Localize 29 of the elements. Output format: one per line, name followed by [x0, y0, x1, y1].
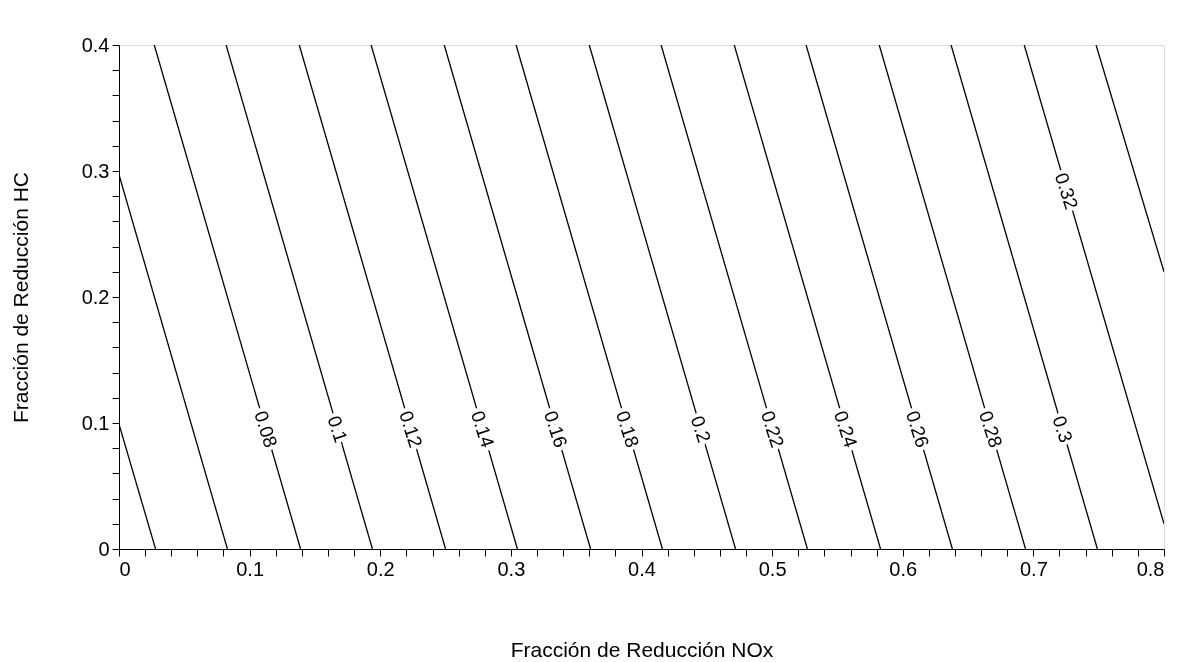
- annotation: 0.28: [975, 408, 1007, 450]
- x-axis-title: Fracción de Reducción NOx: [510, 637, 774, 661]
- x-tick-label: 0.1: [236, 557, 265, 580]
- y-tick-label: 0.2: [81, 285, 110, 308]
- y-tick-label: 0: [98, 537, 110, 560]
- x-tick-label: 0.5: [758, 557, 787, 580]
- x-tick-label: 0: [119, 557, 131, 580]
- y-tick-label: 0.4: [81, 33, 110, 56]
- annotation: 0.24: [830, 408, 862, 451]
- y-tick-label: 0.1: [81, 411, 110, 434]
- x-tick-label: 0.6: [889, 557, 918, 580]
- x-tick-label: 0.3: [497, 557, 526, 580]
- annotation: 0.14: [466, 408, 499, 451]
- x-tick-label: 0.2: [366, 557, 395, 580]
- annotation: 0.26: [901, 408, 934, 450]
- annotation: 0.2: [686, 413, 715, 445]
- x-tick-label: 0.4: [628, 557, 656, 580]
- annotation: 0.18: [611, 408, 644, 450]
- annotation: 0.16: [540, 408, 572, 450]
- annotation: 0.1: [323, 413, 352, 445]
- annotation: 0.12: [395, 408, 427, 450]
- y-tick-label: 0.3: [81, 159, 110, 182]
- x-tick-label: 0.7: [1019, 557, 1048, 580]
- x-tick-label: 0.8: [1136, 557, 1165, 580]
- annotation: 0.08: [250, 408, 282, 450]
- annotation: 0.3: [1048, 413, 1077, 445]
- annotation: 0.32: [1050, 170, 1083, 212]
- annotation: 0.22: [756, 408, 789, 450]
- y-axis-title: Fracción de Reducción HC: [8, 172, 32, 423]
